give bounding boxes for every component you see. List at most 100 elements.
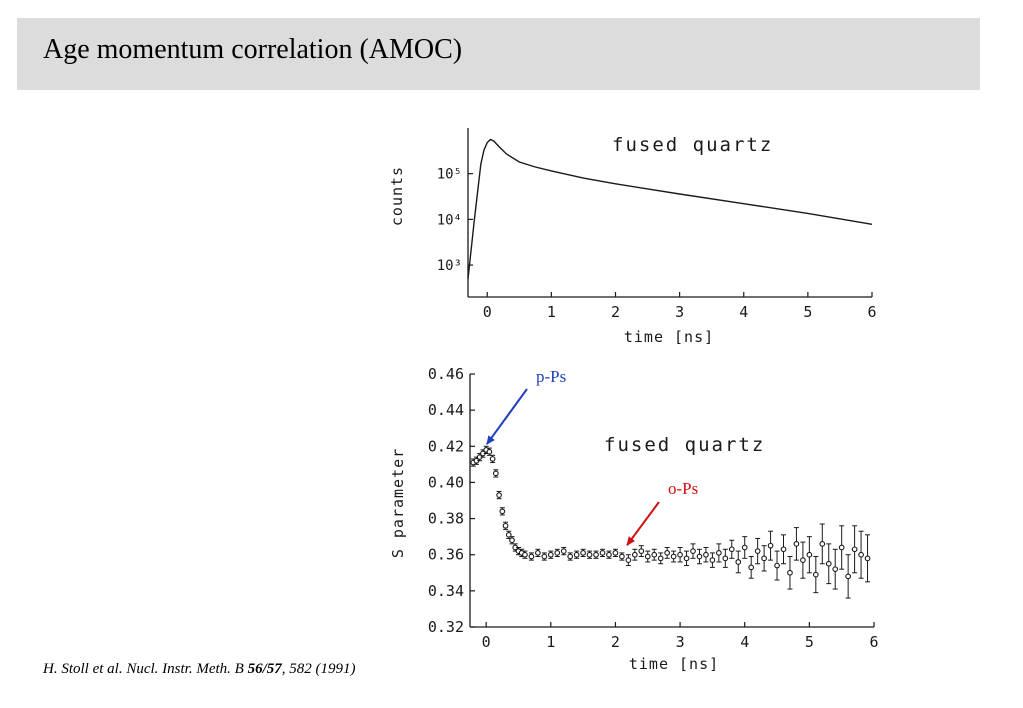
s-parameter-annotation: fused quartz — [604, 434, 765, 456]
s-parameter-points — [470, 445, 871, 599]
s-data-point — [505, 531, 512, 538]
s-data-point — [657, 555, 664, 562]
s-data-point — [606, 551, 612, 558]
s-parameter-chart: 0 1 2 3 4 5 60.320.340.360.380.400.420.440.46 … — [389, 365, 879, 673]
s-xtick-label: 3 — [676, 633, 685, 651]
s-data-point — [832, 566, 839, 573]
s-data-point — [625, 557, 632, 563]
s-data-point — [728, 546, 735, 553]
s-data-point — [599, 550, 606, 556]
s-data-point — [851, 546, 858, 553]
p-ps-label: p-Ps — [536, 367, 566, 386]
s-data-point — [683, 555, 690, 562]
s-data-point — [722, 555, 729, 562]
s-data-point — [709, 557, 716, 563]
counts-ticks: 0 1 2 3 4 5 6 10³ 10⁴ 10⁵ — [437, 167, 877, 321]
s-data-point — [619, 553, 625, 560]
counts-xtick-label: 2 — [611, 303, 620, 321]
s-data-point — [644, 553, 651, 560]
counts-annotation: fused quartz — [612, 134, 773, 156]
s-data-point — [486, 448, 493, 455]
s-data-point — [528, 553, 535, 560]
s-data-point — [522, 551, 528, 558]
s-data-point — [651, 551, 658, 558]
s-data-point — [754, 548, 761, 554]
s-ytick-label: 0.34 — [428, 582, 464, 600]
s-data-point — [741, 544, 748, 551]
s-data-point — [864, 555, 871, 562]
s-ytick-label: 0.44 — [428, 401, 464, 419]
s-ytick-label: 0.46 — [428, 365, 464, 383]
s-data-point — [638, 548, 645, 554]
s-data-point — [664, 550, 671, 556]
s-data-point — [554, 550, 561, 556]
s-parameter-xlabel: time [ns] — [629, 655, 719, 673]
citation: H. Stoll et al. Nucl. Instr. Meth. B 56/… — [43, 661, 356, 678]
s-data-point — [547, 551, 554, 558]
s-data-point — [703, 551, 709, 558]
s-data-point — [748, 564, 755, 571]
counts-ytick-label: 10³ — [437, 258, 462, 274]
s-data-point — [825, 560, 832, 567]
s-data-point — [858, 551, 864, 558]
s-data-point — [535, 550, 541, 556]
s-ytick-label: 0.38 — [428, 510, 464, 528]
counts-xtick-label: 3 — [675, 303, 684, 321]
citation-pages: , 582 (1991) — [281, 661, 356, 677]
s-data-point — [690, 548, 696, 554]
counts-xtick-label: 5 — [803, 303, 812, 321]
counts-ytick-label: 10⁴ — [437, 212, 462, 228]
s-data-point — [806, 551, 813, 558]
s-data-point — [787, 569, 793, 576]
p-ps-arrow — [486, 388, 528, 445]
counts-axes — [467, 128, 872, 298]
s-data-point — [499, 508, 506, 515]
s-data-point — [670, 553, 677, 560]
s-data-point — [509, 537, 515, 544]
counts-xlabel: time [ns] — [624, 328, 714, 346]
s-ytick-label: 0.40 — [428, 473, 464, 491]
title-bar: Age momentum correlation (AMOC) — [17, 18, 980, 90]
s-data-point — [496, 492, 502, 498]
s-data-point — [493, 470, 499, 477]
s-data-point — [761, 555, 767, 562]
s-parameter-ylabel: S parameter — [389, 448, 407, 558]
s-xtick-label: 6 — [869, 633, 878, 651]
s-xtick-label: 0 — [482, 633, 491, 651]
s-data-point — [541, 553, 548, 560]
s-data-point — [845, 573, 851, 580]
counts-xtick-label: 6 — [867, 303, 876, 321]
s-parameter-axes — [469, 374, 874, 628]
s-data-point — [812, 571, 819, 578]
s-data-point — [612, 550, 619, 556]
s-xtick-label: 1 — [546, 633, 555, 651]
s-data-point — [774, 562, 780, 569]
s-data-point — [586, 551, 593, 558]
s-data-point — [793, 541, 800, 547]
s-data-point — [735, 559, 742, 565]
slide-title: Age momentum correlation (AMOC) — [43, 34, 463, 65]
s-data-point — [696, 553, 703, 560]
s-ytick-label: 0.36 — [428, 546, 464, 564]
s-data-point — [838, 544, 845, 551]
citation-volume: 56/57 — [247, 661, 282, 677]
s-data-point — [631, 551, 638, 558]
s-parameter-ticks: 0 1 2 3 4 5 6 0.32 0.34 0.36 0.38 0.40 0.42 0.44 0.46 — [428, 365, 879, 651]
s-xtick-label: 5 — [805, 633, 814, 651]
s-data-point — [593, 551, 599, 558]
s-data-point — [819, 541, 826, 547]
s-xtick-label: 4 — [740, 633, 749, 651]
s-data-point — [502, 522, 509, 529]
s-xtick-label: 2 — [611, 633, 620, 651]
s-data-point — [767, 542, 774, 549]
s-data-point — [716, 550, 722, 556]
s-data-point — [489, 456, 496, 462]
s-ytick-label: 0.32 — [428, 618, 464, 636]
s-data-point — [560, 548, 567, 554]
o-ps-label: o-Ps — [668, 479, 698, 498]
s-data-point — [677, 551, 683, 558]
o-ps-arrow — [626, 501, 660, 546]
s-data-point — [800, 557, 806, 563]
